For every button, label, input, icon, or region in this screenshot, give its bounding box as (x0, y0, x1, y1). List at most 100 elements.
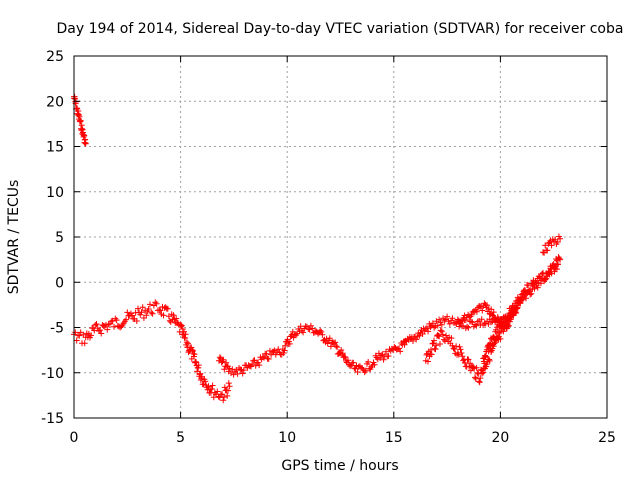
y-tick-label: 15 (46, 140, 64, 156)
data-point (476, 378, 483, 385)
data-point (224, 392, 231, 399)
data-point (505, 323, 512, 330)
data-point (453, 343, 460, 350)
data-point (209, 382, 216, 389)
data-point (438, 321, 445, 328)
data-point (383, 348, 389, 355)
data-point (396, 345, 402, 352)
data-point (145, 306, 152, 312)
series-segment-8 (454, 300, 521, 330)
data-point (479, 370, 485, 377)
series-segment-1 (71, 93, 89, 147)
data-point (160, 312, 167, 319)
data-point (315, 330, 322, 337)
data-point (486, 357, 493, 364)
data-point (473, 322, 480, 329)
data-point (526, 287, 533, 294)
data-point (448, 335, 455, 342)
data-point (458, 350, 465, 356)
data-point (300, 329, 307, 336)
data-point (91, 327, 98, 334)
data-point (429, 340, 436, 347)
data-point (472, 375, 479, 382)
data-point (507, 316, 514, 323)
data-point (286, 340, 293, 347)
data-point (482, 352, 489, 359)
data-point (553, 266, 560, 273)
data-point (282, 342, 289, 349)
x-axis-label: GPS time / hours (281, 458, 398, 474)
data-point (416, 332, 423, 339)
y-tick-label: 5 (55, 230, 64, 246)
series-segment-3 (216, 322, 408, 378)
data-point (467, 367, 474, 374)
data-point (261, 354, 267, 361)
data-point (306, 326, 313, 333)
data-point (240, 367, 247, 374)
data-point (76, 332, 83, 339)
data-point (413, 336, 420, 343)
data-point (173, 315, 180, 322)
data-point (332, 339, 339, 346)
data-point (220, 356, 227, 363)
y-tick-label: -10 (41, 366, 64, 382)
data-point (214, 388, 221, 395)
data-point (108, 318, 115, 325)
data-point (440, 315, 447, 322)
data-point (259, 353, 266, 360)
y-tick-label: 25 (46, 49, 64, 65)
data-point (473, 364, 480, 371)
data-point (338, 347, 345, 353)
data-point (458, 318, 465, 325)
data-point (334, 344, 341, 351)
data-point (468, 318, 475, 325)
data-point (191, 351, 198, 358)
data-point (427, 323, 434, 330)
data-point (465, 356, 472, 363)
data-point (230, 371, 237, 378)
data-point (81, 340, 88, 347)
data-point (225, 387, 231, 394)
x-tick-label: 25 (598, 430, 616, 446)
data-point (489, 312, 496, 319)
data-point (345, 357, 351, 364)
data-point (143, 312, 150, 319)
data-point (542, 242, 549, 249)
data-point (548, 242, 555, 249)
data-point (307, 322, 314, 329)
x-tick-label: 10 (278, 430, 296, 446)
data-point (229, 366, 236, 373)
data-point (458, 322, 465, 329)
data-point (265, 356, 272, 362)
data-point (544, 273, 551, 280)
data-point (500, 328, 507, 335)
data-point (73, 337, 80, 344)
data-point (354, 369, 361, 375)
data-point (319, 331, 326, 338)
data-point (350, 359, 357, 366)
data-point (327, 343, 334, 350)
data-point (148, 309, 155, 316)
data-point (472, 321, 479, 328)
data-point (431, 337, 437, 344)
y-axis-ticks: -15 -10 -5 0 5 10 15 20 25 (41, 49, 607, 427)
data-point (147, 301, 153, 308)
data-point (525, 282, 532, 289)
data-point (484, 302, 491, 309)
data-point (317, 327, 324, 334)
data-point (523, 295, 529, 302)
data-point (226, 365, 233, 372)
data-point (77, 118, 84, 124)
data-point (202, 378, 209, 385)
data-point (149, 310, 156, 317)
data-point (425, 328, 432, 335)
data-point (473, 308, 480, 315)
data-point (495, 329, 501, 336)
data-point (489, 341, 496, 348)
data-point (220, 397, 227, 404)
data-point (124, 309, 131, 316)
x-tick-label: 0 (70, 430, 79, 446)
data-point (118, 323, 125, 330)
data-point (518, 294, 525, 301)
